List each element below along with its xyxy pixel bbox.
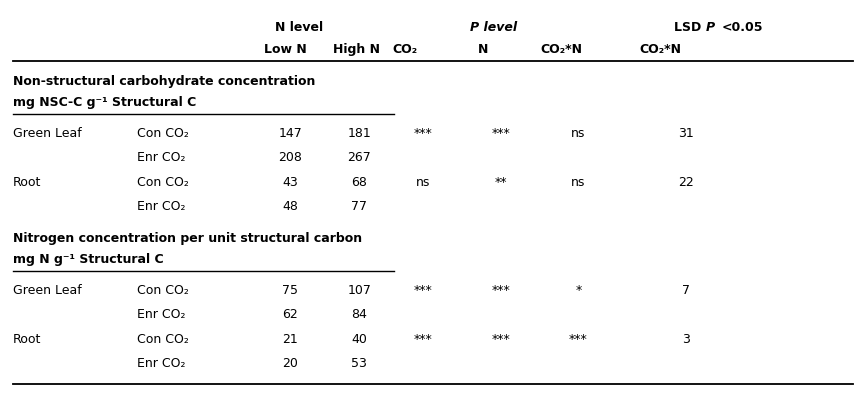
- Text: 31: 31: [678, 127, 694, 140]
- Text: 53: 53: [352, 357, 367, 370]
- Text: ***: ***: [491, 333, 510, 346]
- Text: 208: 208: [278, 151, 302, 164]
- Text: 75: 75: [282, 284, 298, 297]
- Text: mg N g⁻¹ Structural C: mg N g⁻¹ Structural C: [13, 253, 164, 266]
- Text: ***: ***: [413, 333, 432, 346]
- Text: ***: ***: [569, 333, 588, 346]
- Text: ns: ns: [572, 176, 585, 189]
- Text: 62: 62: [282, 308, 298, 321]
- Text: 20: 20: [282, 357, 298, 370]
- Text: Non-structural carbohydrate concentration: Non-structural carbohydrate concentratio…: [13, 75, 315, 88]
- Text: Con CO₂: Con CO₂: [137, 127, 189, 140]
- Text: ***: ***: [491, 284, 510, 297]
- Text: LSD: LSD: [674, 21, 706, 34]
- Text: Low N: Low N: [264, 43, 307, 56]
- Text: High N: High N: [333, 43, 380, 56]
- Text: ***: ***: [413, 284, 432, 297]
- Text: ns: ns: [572, 127, 585, 140]
- Text: Con CO₂: Con CO₂: [137, 284, 189, 297]
- Text: Green Leaf: Green Leaf: [13, 284, 81, 297]
- Text: 40: 40: [352, 333, 367, 346]
- Text: P level: P level: [470, 21, 517, 34]
- Text: *: *: [575, 284, 582, 297]
- Text: ***: ***: [491, 127, 510, 140]
- Text: CO₂*N: CO₂*N: [540, 43, 582, 56]
- Text: 3: 3: [682, 333, 690, 346]
- Text: Enr CO₂: Enr CO₂: [137, 151, 185, 164]
- Text: ***: ***: [413, 127, 432, 140]
- Text: ns: ns: [416, 176, 430, 189]
- Text: 267: 267: [347, 151, 372, 164]
- Text: 77: 77: [352, 200, 367, 213]
- Text: CO₂*N: CO₂*N: [639, 43, 681, 56]
- Text: Root: Root: [13, 176, 42, 189]
- Text: 43: 43: [282, 176, 298, 189]
- Text: 48: 48: [282, 200, 298, 213]
- Text: Nitrogen concentration per unit structural carbon: Nitrogen concentration per unit structur…: [13, 232, 362, 245]
- Text: **: **: [494, 176, 507, 189]
- Text: 7: 7: [682, 284, 690, 297]
- Text: N: N: [478, 43, 488, 56]
- Text: <0.05: <0.05: [721, 21, 763, 34]
- Text: Con CO₂: Con CO₂: [137, 333, 189, 346]
- Text: 107: 107: [347, 284, 372, 297]
- Text: N level: N level: [275, 21, 323, 34]
- Text: Root: Root: [13, 333, 42, 346]
- Text: Enr CO₂: Enr CO₂: [137, 308, 185, 321]
- Text: Enr CO₂: Enr CO₂: [137, 200, 185, 213]
- Text: Con CO₂: Con CO₂: [137, 176, 189, 189]
- Text: mg NSC-C g⁻¹ Structural C: mg NSC-C g⁻¹ Structural C: [13, 96, 197, 109]
- Text: 84: 84: [352, 308, 367, 321]
- Text: P: P: [706, 21, 715, 34]
- Text: 68: 68: [352, 176, 367, 189]
- Text: 181: 181: [347, 127, 372, 140]
- Text: 21: 21: [282, 333, 298, 346]
- Text: 147: 147: [278, 127, 302, 140]
- Text: Green Leaf: Green Leaf: [13, 127, 81, 140]
- Text: Enr CO₂: Enr CO₂: [137, 357, 185, 370]
- Text: CO₂: CO₂: [392, 43, 418, 56]
- Text: 22: 22: [678, 176, 694, 189]
